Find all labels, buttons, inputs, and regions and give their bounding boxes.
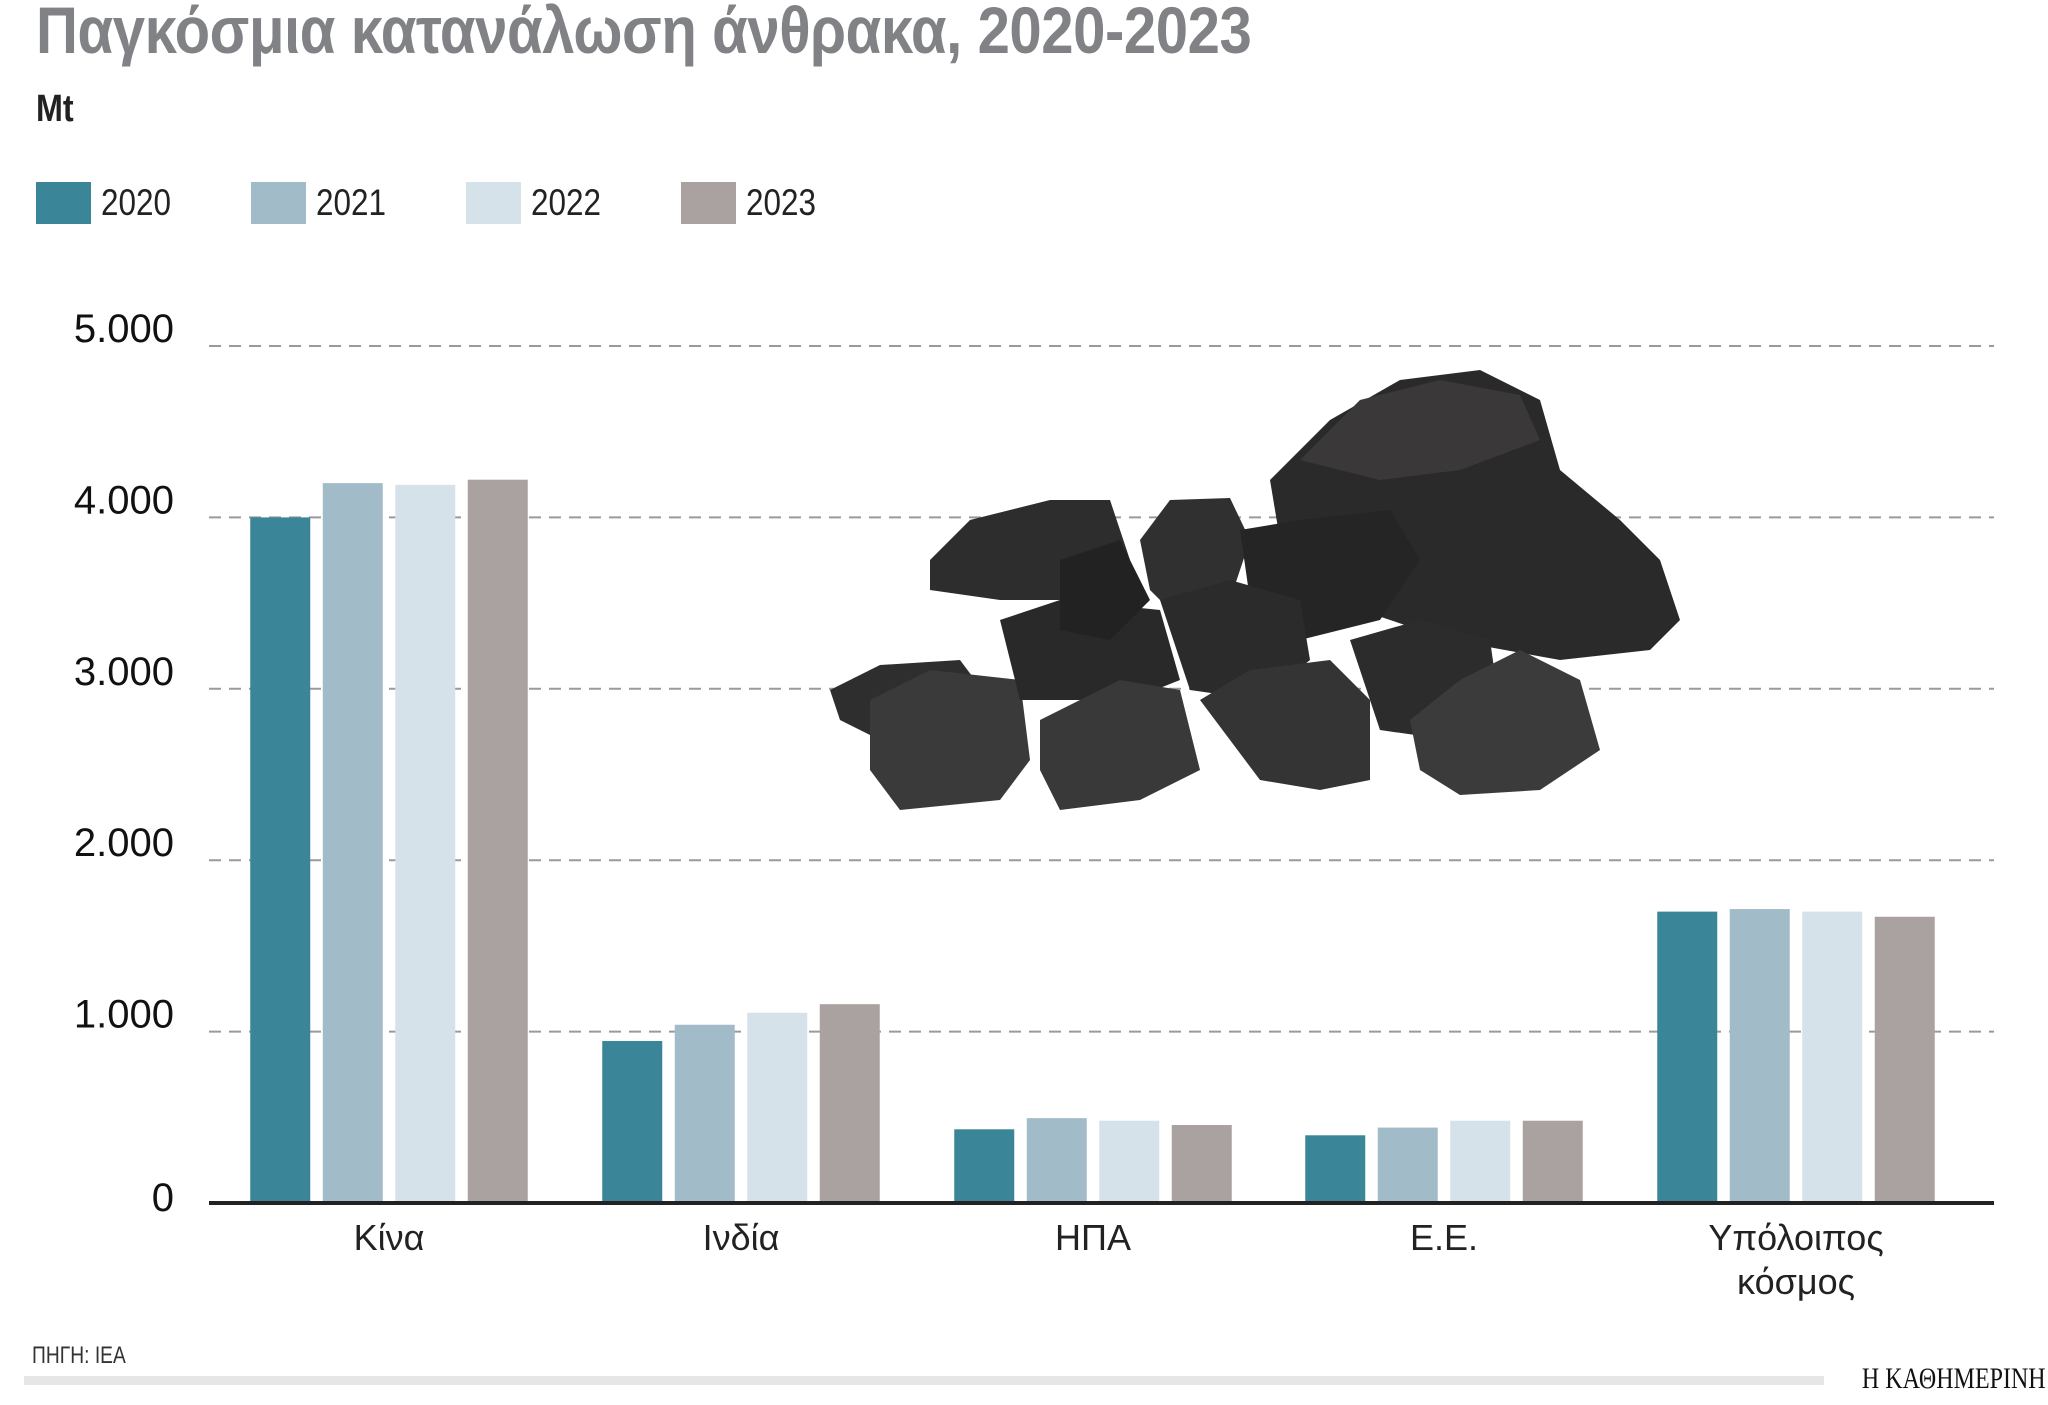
legend-swatch [251,182,306,224]
legend-label: 2020 [101,182,171,223]
legend-swatch [36,182,91,224]
y-tick-label: 3.000 [74,650,174,694]
x-tick-label: Ινδία [703,1217,780,1258]
bar-2023 [1522,1120,1583,1203]
y-tick-label: 5.000 [74,307,174,351]
bar-2023 [467,479,528,1203]
bar-2020 [1657,911,1718,1203]
x-tick-label: Ε.Ε. [1410,1217,1478,1258]
legend-swatch [466,182,521,224]
legend-item-2022: 2022 [466,182,641,224]
bar-2020 [250,517,311,1203]
bar-2020 [954,1129,1015,1203]
x-tick-label: Κίνα [354,1217,425,1258]
bar-2023 [1171,1125,1232,1203]
x-tick-label: ΗΠΑ [1055,1217,1131,1258]
y-tick-label: 1.000 [74,993,174,1037]
y-axis: 0 1.000 2.000 3.000 4.000 5.000 [74,307,174,1220]
source-note: ΠΗΓΗ: IEA [32,1342,126,1369]
brand-logo: Η ΚΑΘΗΜΕΡΙΝΗ [1862,1362,2046,1395]
bar-2020 [1305,1135,1366,1203]
coal-image [830,370,1680,810]
bar-2021 [674,1024,735,1203]
legend-item-2021: 2021 [251,182,426,224]
bar-2021 [1377,1127,1438,1203]
y-tick-label: 4.000 [74,478,174,522]
bar-2021 [322,483,383,1203]
x-tick-label: κόσμος [1737,1261,1855,1302]
y-tick-label: 2.000 [74,821,174,865]
legend-swatch [681,182,736,224]
bar-2022 [1450,1120,1511,1203]
chart-title: Παγκόσμια κατανάλωση άνθρακα, 2020-2023 [36,0,1252,67]
bar-2023 [819,1004,880,1203]
legend-label: 2022 [531,182,601,223]
bar-2022 [747,1012,808,1203]
bar-2020 [602,1041,663,1203]
unit-label: Mt [36,88,74,130]
bar-2022 [1099,1120,1160,1203]
x-tick-label: Υπόλοιπος [1708,1217,1883,1258]
bar-2023 [1874,916,1935,1203]
footer-divider [24,1376,1824,1385]
legend: 2020 2021 2022 2023 [36,182,896,224]
y-tick-label: 0 [152,1176,174,1220]
legend-item-2020: 2020 [36,182,211,224]
legend-label: 2021 [316,182,386,223]
bars [250,479,1935,1204]
bar-2021 [1729,909,1790,1203]
bar-2022 [395,484,456,1204]
bar-2022 [1802,911,1863,1203]
bar-2021 [1026,1118,1087,1203]
legend-label: 2023 [746,182,816,223]
legend-item-2023: 2023 [681,182,856,224]
